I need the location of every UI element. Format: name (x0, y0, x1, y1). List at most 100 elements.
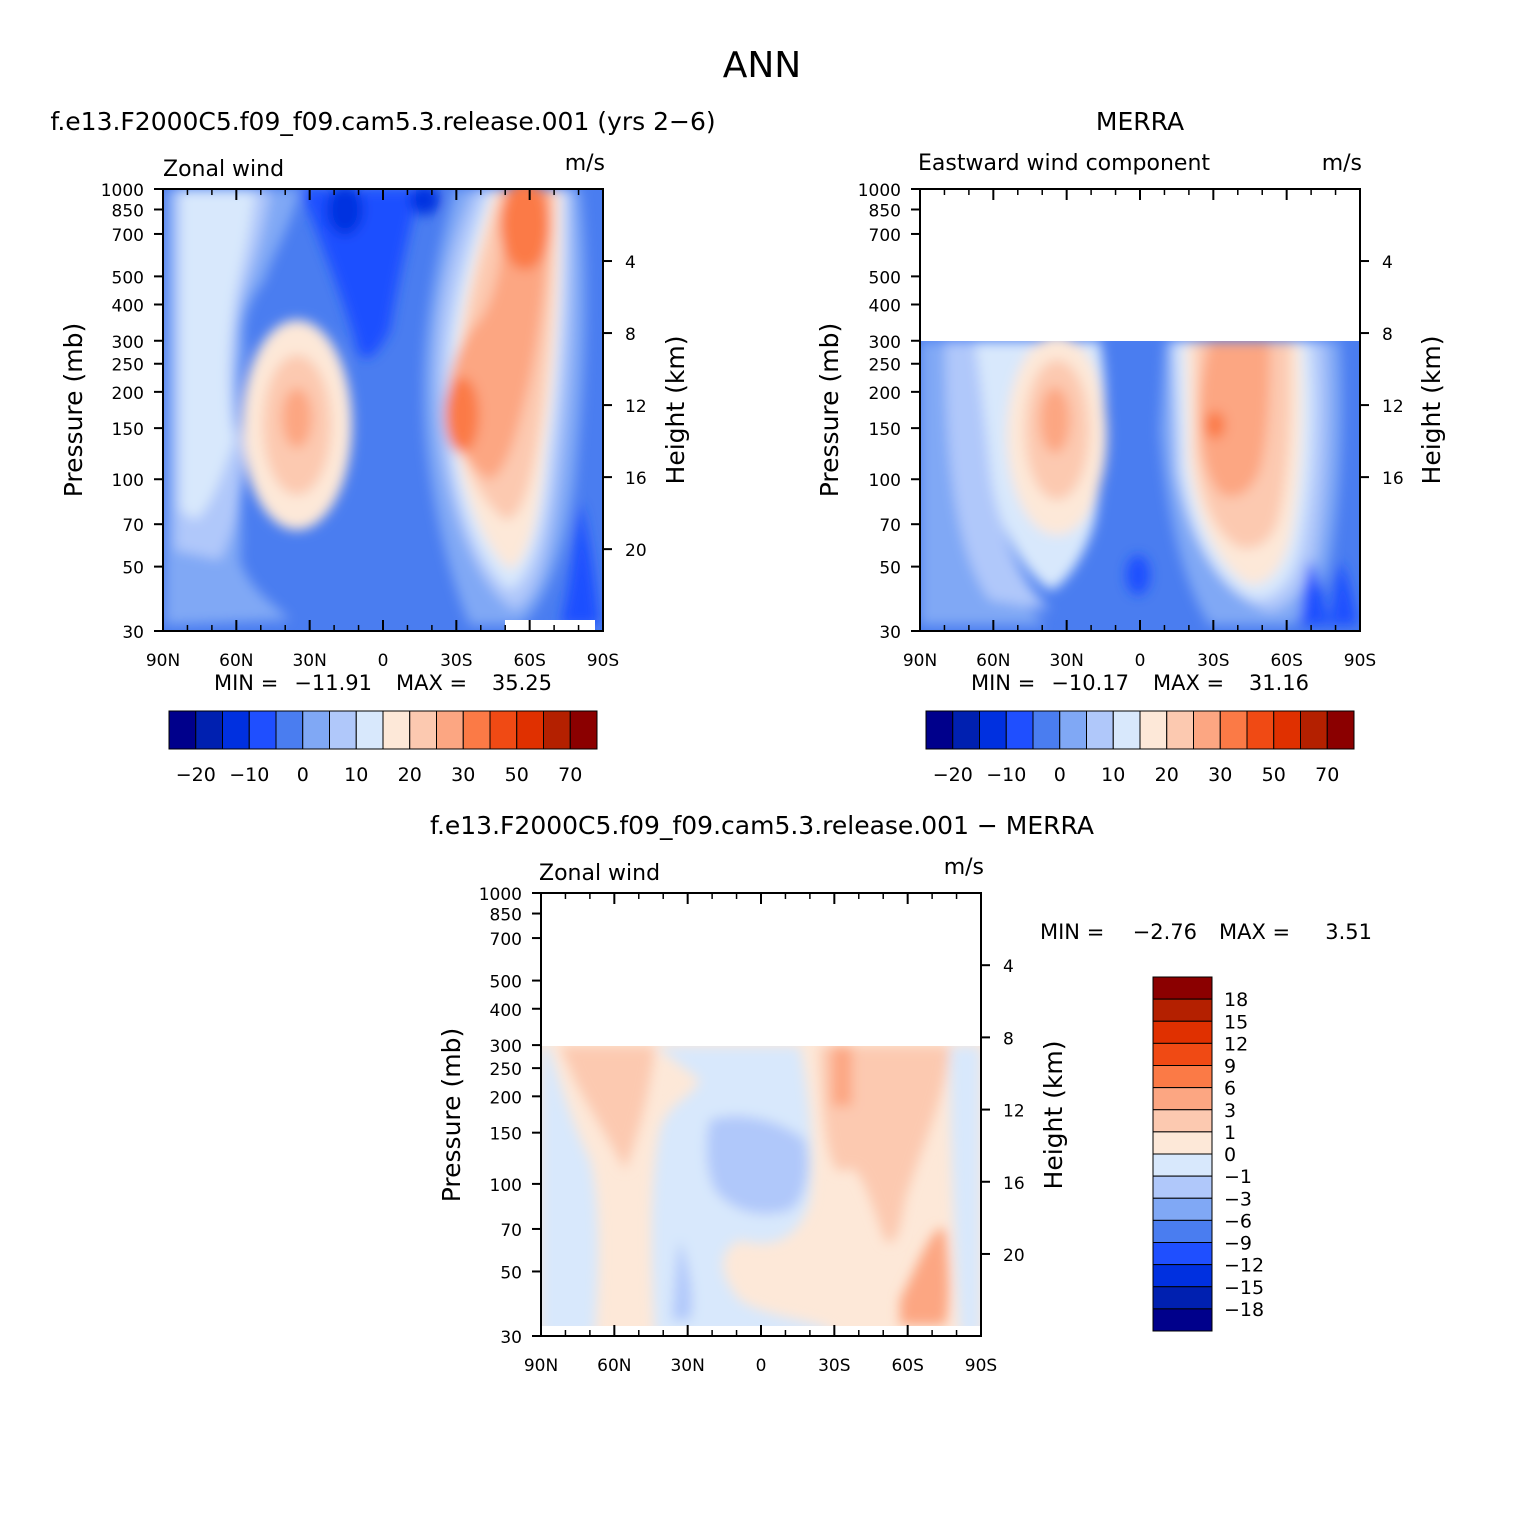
diff-colorbar-box-4 (1152, 1065, 1213, 1089)
diff-colorbar-label-1: 15 (1224, 1011, 1248, 1033)
obs-colorbar-label-7: 70 (1315, 764, 1339, 786)
diff-colorbar-box-13 (1152, 1264, 1213, 1288)
obs-colorbar-box-2 (979, 710, 1007, 750)
diff-ytick-label-5: 200 (490, 1088, 522, 1108)
model-y2tick-label-2: 12 (625, 397, 647, 417)
diff-variable-label: Zonal wind (539, 861, 660, 886)
obs-xtick-label-0: 90N (903, 651, 937, 671)
diff-ytick-label-10: 700 (490, 930, 522, 950)
model-ytick-label-1: 50 (122, 559, 144, 579)
diff-min-label: MIN = (1040, 920, 1104, 944)
diff-colorbar-box-15 (1152, 1308, 1213, 1332)
obs-colorbar-box-6 (1086, 710, 1114, 750)
obs-ytick-label-8: 400 (869, 296, 901, 316)
model-ytick-label-2: 70 (122, 516, 144, 536)
diff-colorbar-box-5 (1152, 1087, 1213, 1111)
model-ytick-label-10: 700 (112, 226, 144, 246)
diff-colorbar-box-0 (1152, 976, 1213, 1000)
diff-colorbar-label-5: 3 (1224, 1100, 1236, 1122)
model-xtick-label-1: 60N (219, 651, 253, 671)
obs-xtick-label-4: 30S (1197, 651, 1229, 671)
obs-variable-label: Eastward wind component (918, 151, 1210, 176)
model-y2tick-label-1: 16 (625, 469, 647, 489)
model-ytick-label-11: 850 (112, 201, 144, 221)
model-colorbar-label-1: −10 (229, 764, 269, 786)
diff-contour-field (541, 1046, 981, 1336)
diff-ytick-label-7: 300 (490, 1037, 522, 1057)
diff-colorbar-label-11: −9 (1224, 1233, 1252, 1255)
diff-colorbar-box-1 (1152, 998, 1213, 1022)
obs-y-axis-label: Pressure (mb) (815, 323, 844, 497)
model-y-axis-label: Pressure (mb) (59, 323, 88, 497)
obs-xtick-label-1: 60N (976, 651, 1010, 671)
model-colorbar: −20 −10 0 10 20 30 50 70 (168, 710, 598, 786)
diff-xtick-label-3: 0 (756, 1356, 767, 1376)
diff-colorbar-box-9 (1152, 1175, 1213, 1199)
obs-colorbar-box-14 (1300, 710, 1328, 750)
model-y2-axis-label: Height (km) (661, 336, 690, 485)
obs-y2tick-label-2: 8 (1382, 325, 1393, 345)
model-colorbar-label-0: −20 (176, 764, 216, 786)
model-colorbar-box-14 (543, 710, 571, 750)
diff-xtick-label-2: 30N (670, 1356, 704, 1376)
diff-ytick-label-6: 250 (490, 1060, 522, 1080)
model-colorbar-box-8 (382, 710, 411, 750)
diff-colorbar-label-10: −6 (1224, 1210, 1252, 1232)
obs-colorbar-box-15 (1326, 710, 1355, 750)
obs-colorbar-box-13 (1273, 710, 1301, 750)
model-xtick-label-2: 30N (292, 651, 326, 671)
diff-min-value: −2.76 (1133, 920, 1197, 944)
obs-colorbar-box-4 (1032, 710, 1061, 750)
diff-xtick-label-0: 90N (524, 1356, 558, 1376)
obs-ytick-label-12: 1000 (858, 181, 901, 201)
model-max-label: MAX = (396, 671, 467, 695)
model-ytick-label-9: 500 (112, 268, 144, 288)
diff-ytick-label-3: 100 (490, 1176, 522, 1196)
obs-min-label: MIN = (971, 671, 1035, 695)
diff-colorbar-box-8 (1152, 1153, 1213, 1177)
model-panel-title: f.e13.F2000C5.f09_f09.cam5.3.release.001… (50, 107, 715, 136)
obs-xtick-label-5: 60S (1270, 651, 1302, 671)
diff-colorbar-box-11 (1152, 1219, 1213, 1243)
diff-colorbar-label-7: 0 (1224, 1144, 1236, 1166)
obs-panel: Eastward wind component m/s (815, 151, 1446, 786)
model-colorbar-box-2 (222, 710, 250, 750)
obs-colorbar-label-2: 0 (1054, 764, 1066, 786)
diff-y2tick-label-1: 16 (1003, 1174, 1025, 1194)
model-colorbar-box-12 (489, 710, 518, 750)
diff-ytick-label-2: 70 (500, 1221, 522, 1241)
obs-y2tick-label-0: 16 (1382, 469, 1404, 489)
diff-ytick-label-12: 1000 (479, 885, 522, 905)
obs-ytick-label-2: 70 (879, 516, 901, 536)
diff-panel: Zonal wind m/s 3050701001502002503004005… (437, 855, 1372, 1376)
model-ytick-label-7: 300 (112, 333, 144, 353)
model-colorbar-box-0 (168, 710, 197, 750)
obs-max-label: MAX = (1153, 671, 1224, 695)
model-colorbar-box-15 (569, 710, 598, 750)
obs-colorbar-box-10 (1193, 710, 1221, 750)
model-ytick-label-0: 30 (122, 623, 144, 643)
model-y2tick-label-4: 4 (625, 253, 636, 273)
diff-xtick-label-4: 30S (818, 1356, 850, 1376)
model-colorbar-box-7 (355, 710, 384, 750)
diff-ytick-label-11: 850 (490, 906, 522, 926)
obs-ytick-label-0: 30 (879, 623, 901, 643)
obs-colorbar-box-9 (1166, 710, 1194, 750)
obs-contour-field (920, 341, 1360, 631)
obs-units-label: m/s (1322, 151, 1362, 176)
diff-y2tick-label-3: 8 (1003, 1029, 1014, 1049)
model-colorbar-box-11 (462, 710, 491, 750)
diff-colorbar-label-6: 1 (1224, 1122, 1236, 1144)
diff-colorbar-label-4: 6 (1224, 1078, 1236, 1100)
diff-xtick-label-6: 90S (965, 1356, 997, 1376)
diff-colorbar-box-14 (1152, 1286, 1213, 1310)
obs-ytick-label-10: 700 (869, 226, 901, 246)
diff-colorbar-box-2 (1152, 1020, 1213, 1044)
obs-colorbar-label-0: −20 (933, 764, 973, 786)
diff-colorbar-label-3: 9 (1224, 1056, 1236, 1078)
model-colorbar-label-5: 30 (451, 764, 475, 786)
diff-panel-title: f.e13.F2000C5.f09_f09.cam5.3.release.001… (430, 811, 1094, 840)
